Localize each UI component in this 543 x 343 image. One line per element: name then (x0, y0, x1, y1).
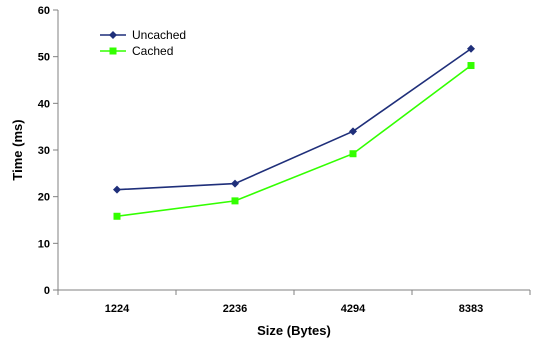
x-tick-label: 1224 (105, 303, 130, 315)
series-uncached (113, 44, 475, 194)
axes (57, 10, 530, 291)
legend-label-uncached: Uncached (132, 28, 186, 42)
legend-item-uncached: Uncached (100, 28, 186, 42)
y-tick-label: 10 (38, 238, 50, 250)
data-point-uncached (467, 44, 475, 53)
series-line-uncached (116, 48, 472, 191)
series-line-cached (116, 64, 472, 218)
legend-marker-uncached (109, 31, 117, 39)
data-point-cached (349, 150, 357, 158)
legend: Uncached Cached (100, 28, 186, 58)
x-tick-label: 8383 (459, 303, 483, 315)
legend-item-cached: Cached (100, 44, 173, 58)
data-point-uncached (231, 179, 239, 188)
x-tick-label: 4294 (341, 303, 366, 315)
y-tick-label: 20 (38, 192, 50, 204)
legend-marker-cached (109, 47, 117, 55)
data-point-cached (467, 62, 475, 70)
data-point-uncached (113, 185, 121, 194)
y-ticks: 0 10 20 30 40 50 60 (38, 5, 58, 297)
data-point-uncached (349, 127, 357, 136)
y-tick-label: 40 (38, 98, 50, 110)
series-cached (113, 62, 475, 220)
y-tick-label: 30 (38, 145, 50, 157)
y-tick-label: 60 (38, 5, 50, 17)
x-ticks: 1224 2236 4294 8383 (57, 290, 531, 315)
y-axis-label: Time (ms) (10, 119, 25, 180)
data-point-cached (231, 197, 239, 205)
data-point-cached (113, 212, 121, 220)
series-group (113, 44, 475, 220)
x-axis-label: Size (Bytes) (257, 323, 331, 338)
y-tick-label: 0 (44, 285, 50, 297)
x-tick-label: 2236 (223, 303, 247, 315)
y-tick-label: 50 (38, 52, 50, 64)
legend-label-cached: Cached (132, 44, 173, 58)
